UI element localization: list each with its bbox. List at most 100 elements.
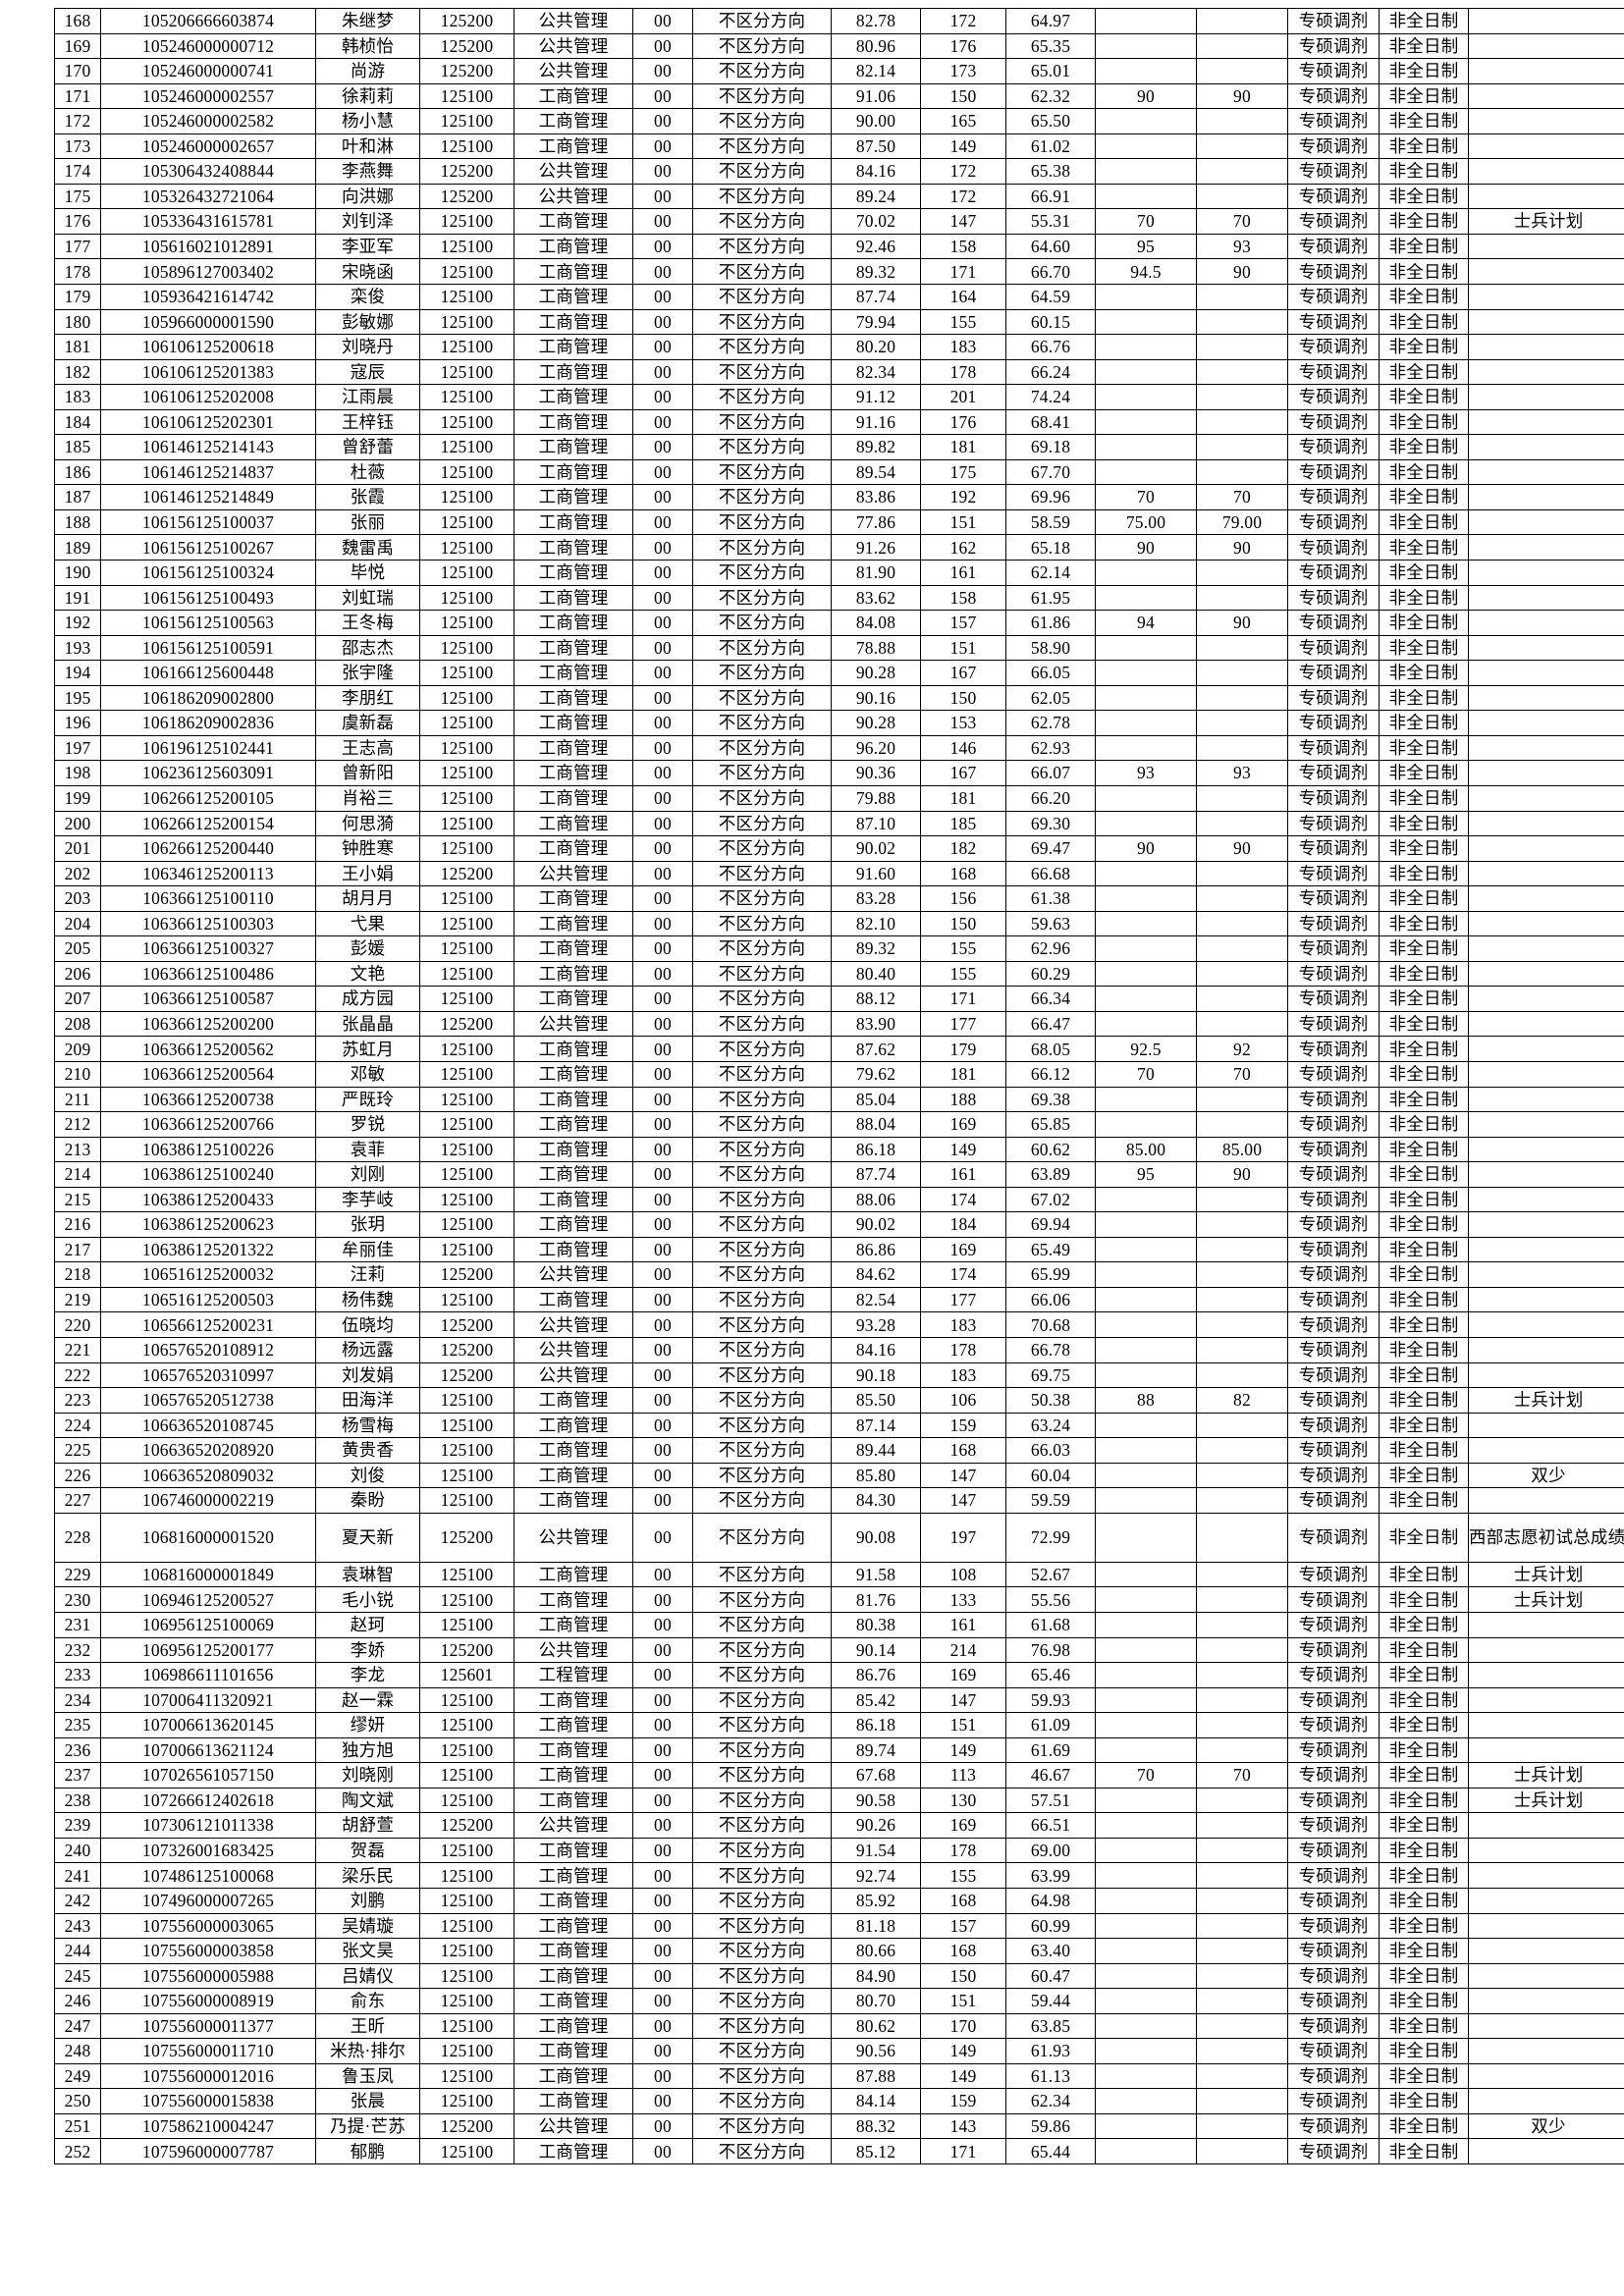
cell-direction-name: 不区分方向 <box>692 986 832 1012</box>
cell-major-code: 125200 <box>419 1261 514 1288</box>
cell-score-total-initial: 157 <box>920 610 1006 636</box>
cell-index: 230 <box>54 1586 101 1613</box>
cell-score-total-initial: 153 <box>920 710 1006 736</box>
cell-score-initial: 89.82 <box>831 434 921 460</box>
cell-direction-name: 不区分方向 <box>692 384 832 410</box>
cell-exam-number: 105326432721064 <box>100 183 316 210</box>
cell-name: 刘鹏 <box>315 1888 420 1914</box>
cell-extra-1 <box>1095 2088 1197 2114</box>
cell-direction-code: 00 <box>632 1762 693 1789</box>
table-row: 188 106156125100037 张丽 125100 工商管理 00 不区分方向 77.… <box>54 508 1624 536</box>
table-row: 175 105326432721064 向洪娜 125200 公共管理 00 不区分方向 89… <box>54 183 1624 210</box>
cell-direction-name: 不区分方向 <box>692 810 832 837</box>
cell-score-total-initial: 183 <box>920 1362 1006 1389</box>
cell-study-form: 非全日制 <box>1379 1462 1469 1489</box>
cell-remark <box>1468 710 1624 736</box>
cell-score-total-initial: 158 <box>920 233 1006 260</box>
table-row: 202 106346125200113 王小娟 125200 公共管理 00 不区分方向 91… <box>54 860 1624 887</box>
cell-extra-2 <box>1196 133 1288 160</box>
cell-major-code: 125100 <box>419 610 514 636</box>
cell-score-weighted: 69.18 <box>1005 434 1096 460</box>
cell-direction-code: 00 <box>632 2112 693 2140</box>
table-row: 194 106166125600448 张宇隆 125100 工商管理 00 不区分方向 90… <box>54 660 1624 686</box>
cell-score-initial: 90.58 <box>831 1787 921 1814</box>
cell-remark <box>1468 8 1624 34</box>
cell-name: 刘发娟 <box>315 1362 420 1389</box>
cell-study-form: 非全日制 <box>1379 308 1469 336</box>
cell-study-form: 非全日制 <box>1379 1938 1469 1964</box>
cell-direction-name: 不区分方向 <box>692 760 832 786</box>
cell-major-code: 125100 <box>419 910 514 937</box>
cell-name: 俞东 <box>315 1988 420 2014</box>
cell-name: 彭敏娜 <box>315 308 420 336</box>
cell-extra-1 <box>1095 1086 1197 1113</box>
cell-extra-1 <box>1095 458 1197 486</box>
cell-index: 171 <box>54 82 101 110</box>
cell-score-weighted: 61.69 <box>1005 1736 1096 1764</box>
cell-score-total-initial: 169 <box>920 1812 1006 1839</box>
cell-major-name: 工商管理 <box>514 1437 633 1464</box>
cell-index: 185 <box>54 434 101 460</box>
cell-direction-name: 不区分方向 <box>692 910 832 937</box>
cell-remark <box>1468 1211 1624 1238</box>
cell-index: 198 <box>54 760 101 786</box>
cell-major-code: 125100 <box>419 1612 514 1638</box>
cell-name: 向洪娜 <box>315 183 420 210</box>
cell-score-weighted: 55.31 <box>1005 208 1096 235</box>
cell-direction-code: 00 <box>632 1938 693 1964</box>
cell-extra-1 <box>1095 1862 1197 1890</box>
cell-exam-number: 106146125214837 <box>100 458 316 486</box>
cell-direction-name: 不区分方向 <box>692 1362 832 1389</box>
cell-score-weighted: 66.20 <box>1005 784 1096 812</box>
cell-study-form: 非全日制 <box>1379 1662 1469 1688</box>
cell-score-total-initial: 169 <box>920 1236 1006 1263</box>
cell-exam-number: 107556000003858 <box>100 1938 316 1964</box>
cell-score-total-initial: 159 <box>920 1412 1006 1439</box>
cell-study-form: 非全日制 <box>1379 1586 1469 1613</box>
cell-score-weighted: 60.62 <box>1005 1136 1096 1163</box>
cell-name: 成方园 <box>315 986 420 1012</box>
table-row: 234 107006411320921 赵一霖 125100 工商管理 00 不区分方向 85… <box>54 1686 1624 1714</box>
cell-name: 李亚军 <box>315 233 420 260</box>
cell-score-weighted: 62.78 <box>1005 710 1096 736</box>
cell-extra-2 <box>1196 1186 1288 1213</box>
cell-score-weighted: 65.38 <box>1005 158 1096 185</box>
cell-extra-2 <box>1196 1211 1288 1238</box>
cell-name: 张晶晶 <box>315 1010 420 1038</box>
cell-major-name: 工商管理 <box>514 1136 633 1163</box>
cell-direction-name: 不区分方向 <box>692 508 832 536</box>
cell-name: 伍晓均 <box>315 1311 420 1338</box>
cell-index: 231 <box>54 1612 101 1638</box>
cell-extra-1: 94 <box>1095 610 1197 636</box>
cell-major-code: 125100 <box>419 2062 514 2090</box>
cell-exam-type: 专硕调剂 <box>1287 258 1380 286</box>
cell-score-total-initial: 172 <box>920 158 1006 185</box>
cell-score-initial: 91.06 <box>831 82 921 110</box>
table-row: 182 106106125201383 寇辰 125100 工商管理 00 不区分方向 82.… <box>54 358 1624 386</box>
cell-study-form: 非全日制 <box>1379 1988 1469 2014</box>
cell-exam-number: 106166125600448 <box>100 660 316 686</box>
table-row: 236 107006613621124 独方旭 125100 工商管理 00 不区分方向 89… <box>54 1736 1624 1764</box>
table-row: 251 107586210004247 乃提·芒苏 125200 公共管理 00 不区分方向… <box>54 2112 1624 2140</box>
cell-extra-1: 92.5 <box>1095 1036 1197 1062</box>
cell-extra-1 <box>1095 2062 1197 2090</box>
cell-index: 249 <box>54 2062 101 2090</box>
cell-extra-2 <box>1196 1086 1288 1113</box>
cell-score-initial: 88.12 <box>831 986 921 1012</box>
cell-score-initial: 91.16 <box>831 408 921 436</box>
cell-study-form: 非全日制 <box>1379 284 1469 310</box>
cell-direction-name: 不区分方向 <box>692 1988 832 2014</box>
cell-extra-1: 90 <box>1095 82 1197 110</box>
cell-major-code: 125100 <box>419 1837 514 1864</box>
cell-score-weighted: 70.68 <box>1005 1311 1096 1338</box>
cell-exam-type: 专硕调剂 <box>1287 1261 1380 1288</box>
cell-extra-1 <box>1095 634 1197 662</box>
cell-score-initial: 82.34 <box>831 358 921 386</box>
cell-exam-type: 专硕调剂 <box>1287 1787 1380 1814</box>
cell-score-total-initial: 149 <box>920 2038 1006 2064</box>
cell-index: 244 <box>54 1938 101 1964</box>
table-row: 217 106386125201322 牟丽佳 125100 工商管理 00 不区分方向 86… <box>54 1236 1624 1263</box>
cell-direction-name: 不区分方向 <box>692 233 832 260</box>
cell-direction-code: 00 <box>632 1862 693 1890</box>
cell-major-name: 工商管理 <box>514 1286 633 1313</box>
